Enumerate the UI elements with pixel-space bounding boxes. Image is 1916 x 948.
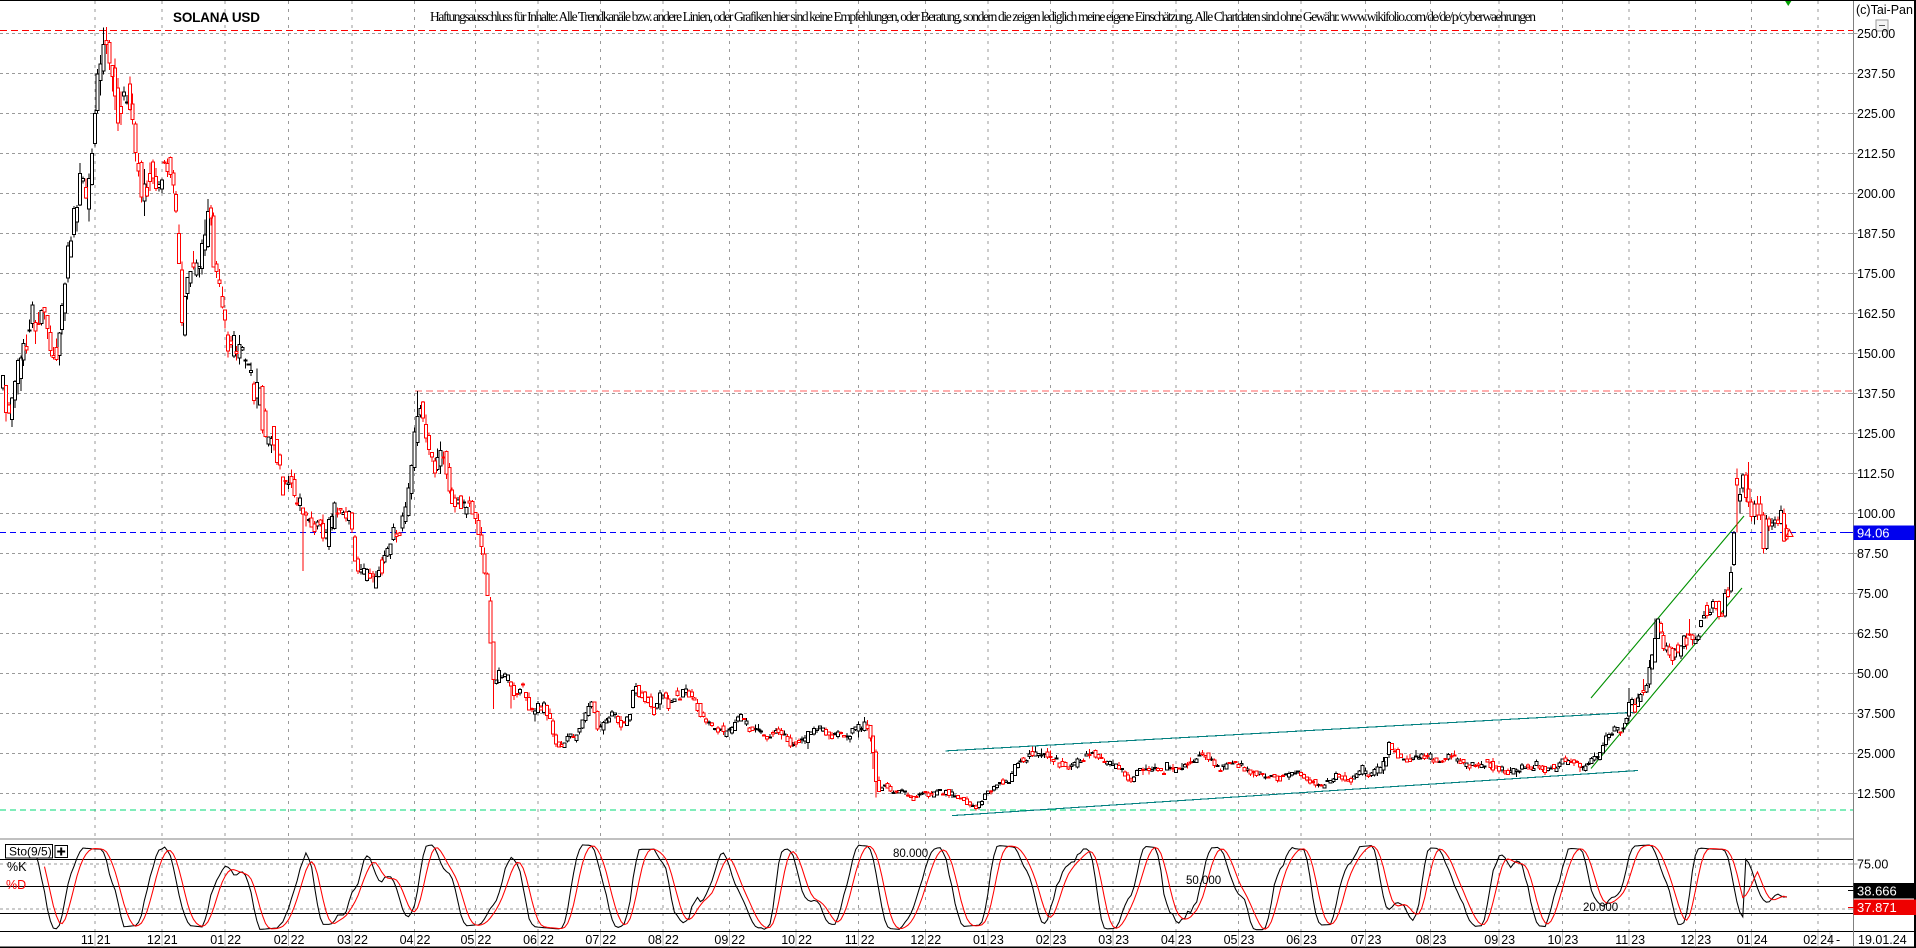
svg-text:12: 12: [910, 933, 924, 947]
svg-text:38.666: 38.666: [1857, 884, 1897, 899]
svg-text:(c)Tai-Pan: (c)Tai-Pan: [1856, 3, 1913, 17]
svg-text:11: 11: [845, 933, 858, 947]
svg-text:23: 23: [990, 933, 1004, 947]
svg-text:75.00: 75.00: [1857, 587, 1888, 601]
svg-text:22: 22: [417, 933, 431, 947]
svg-text:19.01.24: 19.01.24: [1858, 933, 1907, 947]
svg-text:87.50: 87.50: [1857, 547, 1888, 561]
svg-text:10: 10: [1547, 933, 1561, 947]
svg-text:62.50: 62.50: [1857, 627, 1888, 641]
svg-text:Sto(9/5): Sto(9/5): [9, 845, 52, 859]
svg-text:24: 24: [1820, 933, 1834, 947]
svg-text:150.00: 150.00: [1857, 347, 1895, 361]
svg-text:225.00: 225.00: [1857, 107, 1895, 121]
svg-text:07: 07: [585, 933, 599, 947]
svg-text:%D: %D: [6, 878, 26, 892]
svg-text:187.50: 187.50: [1857, 227, 1895, 241]
svg-text:22: 22: [798, 933, 812, 947]
svg-text:04: 04: [1161, 933, 1175, 947]
svg-text:50.00: 50.00: [1857, 667, 1888, 681]
svg-text:12: 12: [1680, 933, 1694, 947]
svg-text:250.00: 250.00: [1857, 27, 1895, 41]
svg-text:212.50: 212.50: [1857, 147, 1895, 161]
svg-text:22: 22: [227, 933, 241, 947]
svg-text:22: 22: [602, 933, 616, 947]
svg-text:94.06: 94.06: [1857, 526, 1890, 541]
svg-text:01: 01: [973, 933, 987, 947]
svg-text:03: 03: [337, 933, 351, 947]
svg-text:137.50: 137.50: [1857, 387, 1895, 401]
svg-text:02: 02: [1036, 933, 1050, 947]
svg-text:21: 21: [97, 933, 111, 947]
svg-text:02: 02: [274, 933, 288, 947]
svg-text:09: 09: [1484, 933, 1498, 947]
svg-text:23: 23: [1564, 933, 1578, 947]
svg-text:10: 10: [781, 933, 795, 947]
svg-text:25.000: 25.000: [1857, 747, 1895, 761]
svg-text:23: 23: [1053, 933, 1067, 947]
svg-text:162.50: 162.50: [1857, 307, 1895, 321]
svg-text:23: 23: [1433, 933, 1447, 947]
svg-text:02: 02: [1803, 933, 1817, 947]
svg-text:125.00: 125.00: [1857, 427, 1895, 441]
svg-text:09: 09: [714, 933, 728, 947]
svg-text:112.50: 112.50: [1857, 467, 1894, 481]
svg-text:01: 01: [1737, 933, 1751, 947]
svg-text:24: 24: [1754, 933, 1768, 947]
svg-text:21: 21: [164, 933, 178, 947]
svg-text:23: 23: [1501, 933, 1515, 947]
svg-text:23: 23: [1697, 933, 1711, 947]
svg-text:SOLANA USD: SOLANA USD: [173, 10, 260, 25]
svg-text:237.50: 237.50: [1857, 67, 1895, 81]
svg-text:37.500: 37.500: [1857, 707, 1895, 721]
svg-text:08: 08: [1416, 933, 1430, 947]
svg-text:Haftungsausschluss für Inhalte: Haftungsausschluss für Inhalte: Alle Tre…: [430, 9, 1536, 24]
svg-text:05: 05: [460, 933, 474, 947]
svg-text:80.000: 80.000: [893, 848, 928, 860]
svg-text:07: 07: [1351, 933, 1365, 947]
svg-text:06: 06: [1286, 933, 1300, 947]
svg-text:22: 22: [665, 933, 679, 947]
svg-text:22: 22: [731, 933, 745, 947]
svg-text:23: 23: [1241, 933, 1255, 947]
svg-text:11: 11: [81, 933, 94, 947]
svg-text:23: 23: [1368, 933, 1382, 947]
svg-text:23: 23: [1178, 933, 1192, 947]
svg-text:22: 22: [927, 933, 941, 947]
svg-text:75.00: 75.00: [1857, 857, 1888, 871]
svg-text:22: 22: [861, 933, 875, 947]
svg-text:06: 06: [523, 933, 537, 947]
svg-text:-: -: [1836, 933, 1840, 947]
svg-text:100.00: 100.00: [1857, 507, 1895, 521]
svg-text:23: 23: [1303, 933, 1317, 947]
svg-text:200.00: 200.00: [1857, 187, 1895, 201]
svg-text:20.000: 20.000: [1583, 902, 1618, 914]
svg-text:22: 22: [291, 933, 305, 947]
svg-text:23: 23: [1115, 933, 1129, 947]
svg-text:175.00: 175.00: [1857, 267, 1895, 281]
svg-text:22: 22: [540, 933, 554, 947]
svg-text:04: 04: [400, 933, 414, 947]
svg-text:03: 03: [1098, 933, 1112, 947]
svg-text:05: 05: [1224, 933, 1238, 947]
svg-text:12.500: 12.500: [1857, 787, 1895, 801]
svg-text:37.871: 37.871: [1857, 900, 1897, 915]
svg-text:11: 11: [1615, 933, 1628, 947]
svg-text:23: 23: [1631, 933, 1645, 947]
svg-text:01: 01: [210, 933, 224, 947]
svg-text:22: 22: [354, 933, 368, 947]
svg-text:50.000: 50.000: [1186, 875, 1221, 887]
svg-text:08: 08: [648, 933, 662, 947]
svg-text:12: 12: [147, 933, 161, 947]
svg-text:22: 22: [477, 933, 491, 947]
svg-text:%K: %K: [7, 860, 27, 874]
